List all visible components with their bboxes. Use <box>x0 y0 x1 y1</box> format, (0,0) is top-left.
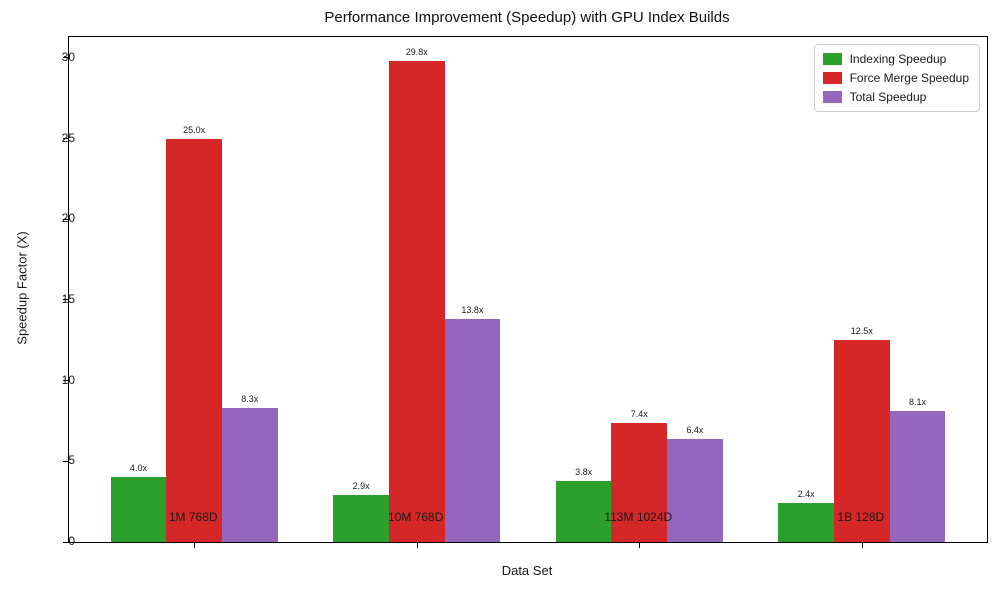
y-tick-label: 10 <box>61 372 75 387</box>
bar-value-label: 29.8x <box>405 47 428 58</box>
bar <box>611 422 668 542</box>
y-tick-label: 30 <box>61 49 75 64</box>
bar <box>667 438 723 542</box>
legend-label: Force Merge Speedup <box>849 71 969 85</box>
bar <box>388 61 445 542</box>
bar <box>222 408 278 542</box>
y-tick-mark <box>63 541 68 543</box>
bar-value-label: 7.4x <box>630 408 648 419</box>
bar-value-label: 8.3x <box>241 394 259 405</box>
bar-value-label: 13.8x <box>461 305 484 316</box>
chart-title: Performance Improvement (Speedup) with G… <box>324 9 730 26</box>
y-tick-mark <box>63 57 68 59</box>
bar-value-label: 25.0x <box>183 124 206 135</box>
x-tick-label: 10M 768D <box>388 510 444 524</box>
bar <box>778 503 834 542</box>
bar <box>889 411 946 542</box>
bar-value-label: 6.4x <box>686 424 704 435</box>
x-tick-mark <box>416 543 418 548</box>
y-tick-mark <box>63 460 68 462</box>
legend-label: Indexing Speedup <box>849 52 947 66</box>
legend-item: Total Speedup <box>822 90 969 104</box>
bar-value-label: 4.0x <box>130 463 148 474</box>
y-tick-label: 15 <box>61 291 75 306</box>
legend-item: Indexing Speedup <box>822 52 969 66</box>
legend-swatch <box>822 91 842 103</box>
y-tick-mark <box>63 138 68 140</box>
y-tick-label: 0 <box>68 534 75 548</box>
x-tick-mark <box>639 543 641 548</box>
y-tick-mark <box>63 299 68 301</box>
bar-value-label: 2.9x <box>352 481 370 492</box>
x-tick-label: 113M 1024D <box>604 510 673 524</box>
x-tick-mark <box>861 543 863 548</box>
bar-value-label: 8.1x <box>908 397 926 408</box>
y-tick-mark <box>63 218 68 220</box>
y-tick-label: 20 <box>61 211 75 226</box>
y-tick-label: 25 <box>61 130 75 145</box>
bar <box>166 138 222 542</box>
bar <box>333 495 389 542</box>
y-tick-label: 5 <box>68 453 75 468</box>
x-axis-label: Data Set <box>501 563 553 578</box>
y-axis-label: Speedup Factor (X) <box>14 231 30 345</box>
bar <box>555 480 612 542</box>
plot-area: 4.0x 25.0x 8.3x 2.9x 29.8x 13.8x 3.8x 7.4x 6.4x 2… <box>63 36 988 548</box>
x-tick-label: 1M 768D <box>168 510 218 524</box>
legend-item: Force Merge Speedup <box>822 71 969 85</box>
bar <box>444 319 501 542</box>
y-tick-mark <box>63 380 68 382</box>
bar <box>110 477 167 542</box>
legend: Indexing Speedup Force Merge Speedup Total… <box>813 44 980 112</box>
bar-value-label: 3.8x <box>575 466 593 477</box>
legend-swatch <box>822 53 842 65</box>
bar <box>834 340 890 542</box>
x-tick-label: 1B 128D <box>837 510 885 524</box>
legend-swatch <box>822 72 842 84</box>
bar-value-label: 12.5x <box>850 326 873 337</box>
legend-label: Total Speedup <box>849 90 927 104</box>
x-tick-mark <box>194 543 196 548</box>
bar-value-label: 2.4x <box>797 489 815 500</box>
